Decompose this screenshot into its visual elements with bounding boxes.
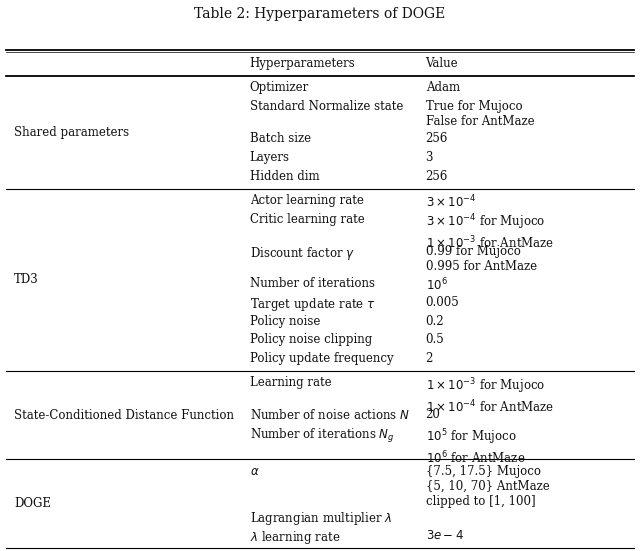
Text: 0.5: 0.5: [426, 333, 444, 347]
Text: True for Mujoco
False for AntMaze: True for Mujoco False for AntMaze: [426, 100, 534, 128]
Text: Adam: Adam: [426, 81, 460, 94]
Text: Policy update frequency: Policy update frequency: [250, 352, 393, 365]
Text: Layers: Layers: [250, 151, 290, 164]
Text: Lagrangian multiplier $\lambda$: Lagrangian multiplier $\lambda$: [250, 510, 392, 527]
Text: $\alpha$: $\alpha$: [250, 464, 259, 478]
Text: Hyperparameters: Hyperparameters: [250, 57, 355, 70]
Text: 3: 3: [426, 151, 433, 164]
Text: $3 \times 10^{-4}$ for Mujoco
$1 \times 10^{-3}$ for AntMaze: $3 \times 10^{-4}$ for Mujoco $1 \times …: [426, 213, 554, 251]
Text: Hidden dim: Hidden dim: [250, 170, 319, 183]
Text: Standard Normalize state: Standard Normalize state: [250, 100, 403, 113]
Text: Target update rate $\tau$: Target update rate $\tau$: [250, 296, 375, 313]
Text: Optimizer: Optimizer: [250, 81, 309, 94]
Text: Actor learning rate: Actor learning rate: [250, 194, 364, 207]
Text: Value: Value: [426, 57, 458, 70]
Text: Batch size: Batch size: [250, 132, 311, 145]
Text: Policy noise clipping: Policy noise clipping: [250, 333, 372, 347]
Text: {7.5, 17.5} Mujoco
{5, 10, 70} AntMaze
clipped to [1, 100]: {7.5, 17.5} Mujoco {5, 10, 70} AntMaze c…: [426, 464, 549, 507]
Text: 0.2: 0.2: [426, 315, 444, 327]
Text: 256: 256: [426, 132, 448, 145]
Text: 0.005: 0.005: [426, 296, 460, 309]
Text: Table 2: Hyperparameters of DOGE: Table 2: Hyperparameters of DOGE: [195, 7, 445, 20]
Text: 2: 2: [426, 352, 433, 365]
Text: DOGE: DOGE: [14, 497, 51, 510]
Text: Number of noise actions $N$: Number of noise actions $N$: [250, 408, 410, 422]
Text: 0.99 for Mujoco
0.995 for AntMaze: 0.99 for Mujoco 0.995 for AntMaze: [426, 245, 537, 273]
Text: $\lambda$ learning rate: $\lambda$ learning rate: [250, 529, 340, 546]
Text: 20: 20: [426, 408, 440, 422]
Text: Policy noise: Policy noise: [250, 315, 320, 327]
Text: Learning rate: Learning rate: [250, 376, 332, 389]
Text: TD3: TD3: [14, 273, 39, 287]
Text: State-Conditioned Distance Function: State-Conditioned Distance Function: [14, 409, 234, 422]
Text: Discount factor $\gamma$: Discount factor $\gamma$: [250, 245, 355, 262]
Text: $10^{5}$ for Mujoco
$10^{6}$ for AntMaze: $10^{5}$ for Mujoco $10^{6}$ for AntMaze: [426, 427, 525, 466]
Text: $1 \times 10^{-3}$ for Mujoco
$1 \times 10^{-4}$ for AntMaze: $1 \times 10^{-3}$ for Mujoco $1 \times …: [426, 376, 554, 415]
Text: $3 \times 10^{-4}$: $3 \times 10^{-4}$: [426, 194, 476, 210]
Text: $10^{6}$: $10^{6}$: [426, 277, 447, 294]
Text: Number of iterations $N_g$: Number of iterations $N_g$: [250, 427, 394, 445]
Text: Shared parameters: Shared parameters: [14, 126, 129, 139]
Text: 256: 256: [426, 170, 448, 183]
Text: Critic learning rate: Critic learning rate: [250, 213, 364, 225]
Text: Number of iterations: Number of iterations: [250, 277, 374, 290]
Text: $3e - 4$: $3e - 4$: [426, 529, 463, 542]
